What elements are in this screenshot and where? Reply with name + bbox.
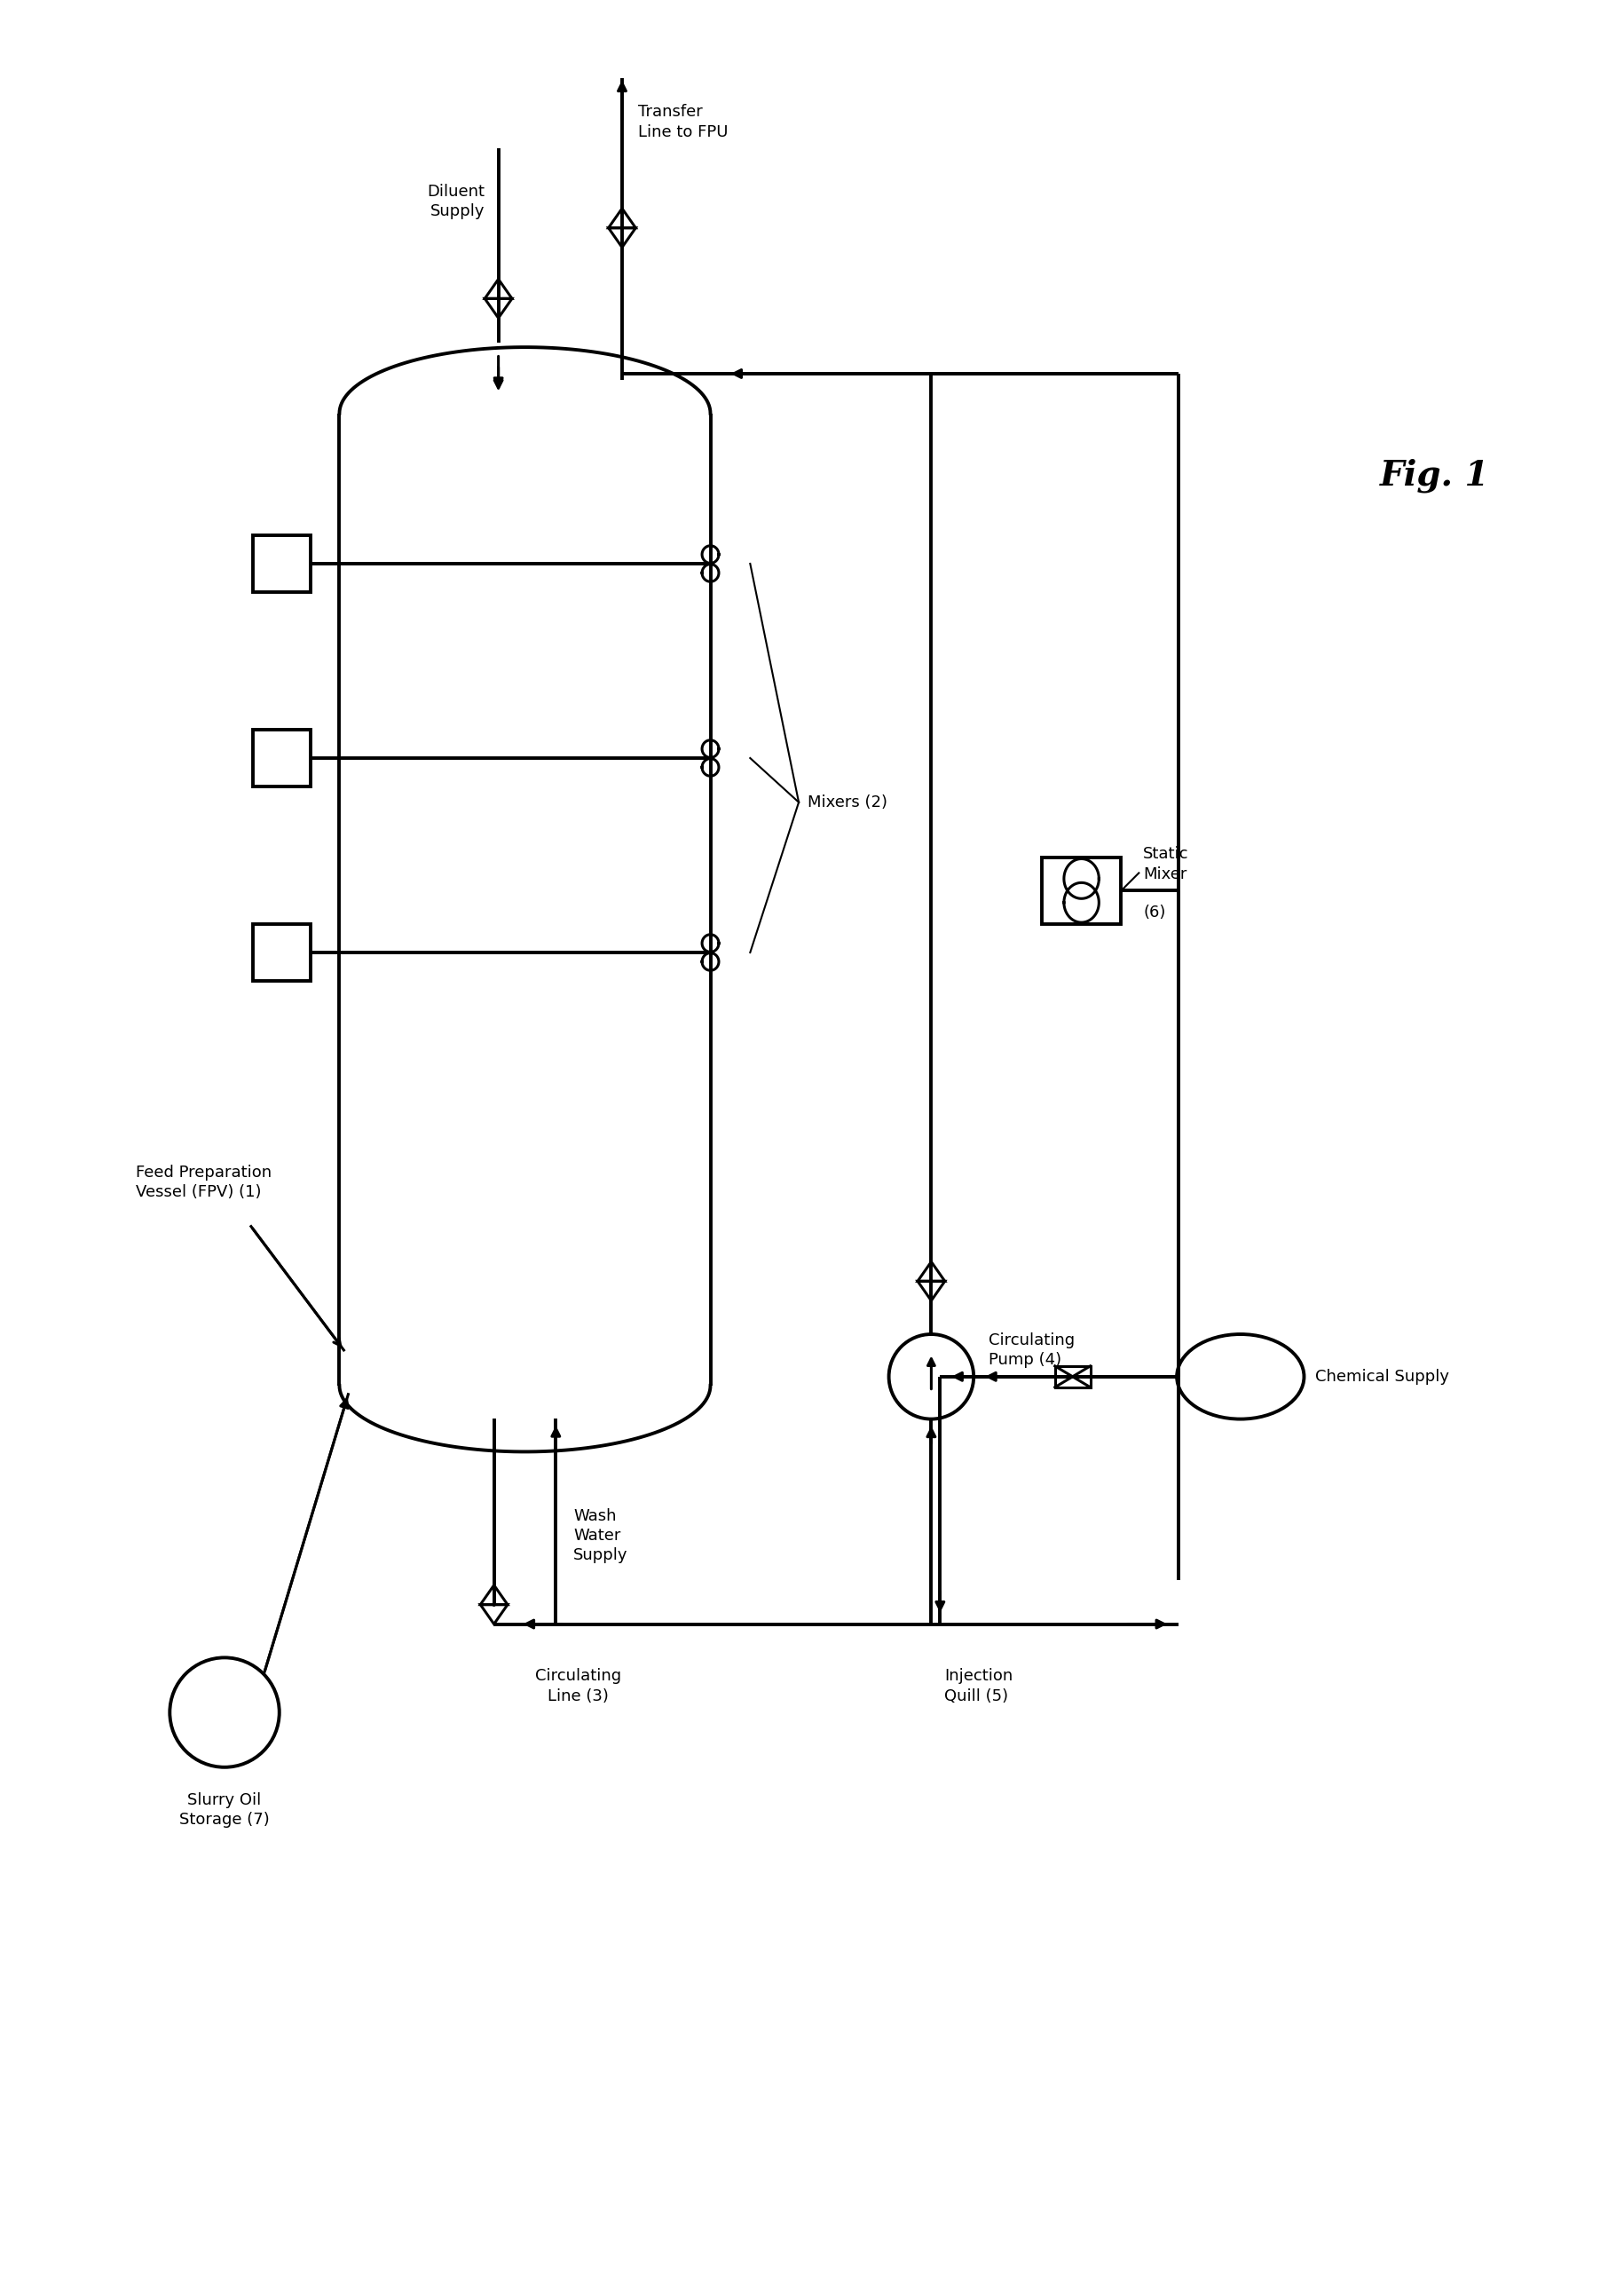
Bar: [253, 534, 310, 591]
Circle shape: [492, 1602, 495, 1607]
Bar: [253, 924, 310, 981]
Text: Chemical Supply: Chemical Supply: [1315, 1368, 1449, 1384]
Bar: [1041, 857, 1121, 924]
Text: Circulating
Line (3): Circulating Line (3): [534, 1669, 620, 1703]
Bar: [1054, 1366, 1090, 1387]
Text: Fig. 1: Fig. 1: [1379, 458, 1489, 493]
Circle shape: [497, 298, 500, 300]
Text: Slurry Oil
Storage (7): Slurry Oil Storage (7): [179, 1792, 270, 1827]
Bar: [253, 729, 310, 786]
Text: Feed Preparation
Vessel (FPV) (1): Feed Preparation Vessel (FPV) (1): [136, 1164, 271, 1201]
Text: (6): (6): [1143, 905, 1164, 921]
Text: Wash
Water
Supply: Wash Water Supply: [573, 1508, 628, 1563]
Text: Circulating
Pump (4): Circulating Pump (4): [987, 1332, 1075, 1368]
Text: Mixers (2): Mixers (2): [807, 795, 887, 811]
Text: Injection
Quill (5): Injection Quill (5): [944, 1669, 1012, 1703]
Circle shape: [620, 227, 624, 229]
Text: Transfer
Line to FPU: Transfer Line to FPU: [638, 103, 728, 140]
Circle shape: [929, 1279, 932, 1284]
Text: Diluent
Supply: Diluent Supply: [427, 183, 486, 220]
Text: Static
Mixer: Static Mixer: [1143, 846, 1189, 882]
